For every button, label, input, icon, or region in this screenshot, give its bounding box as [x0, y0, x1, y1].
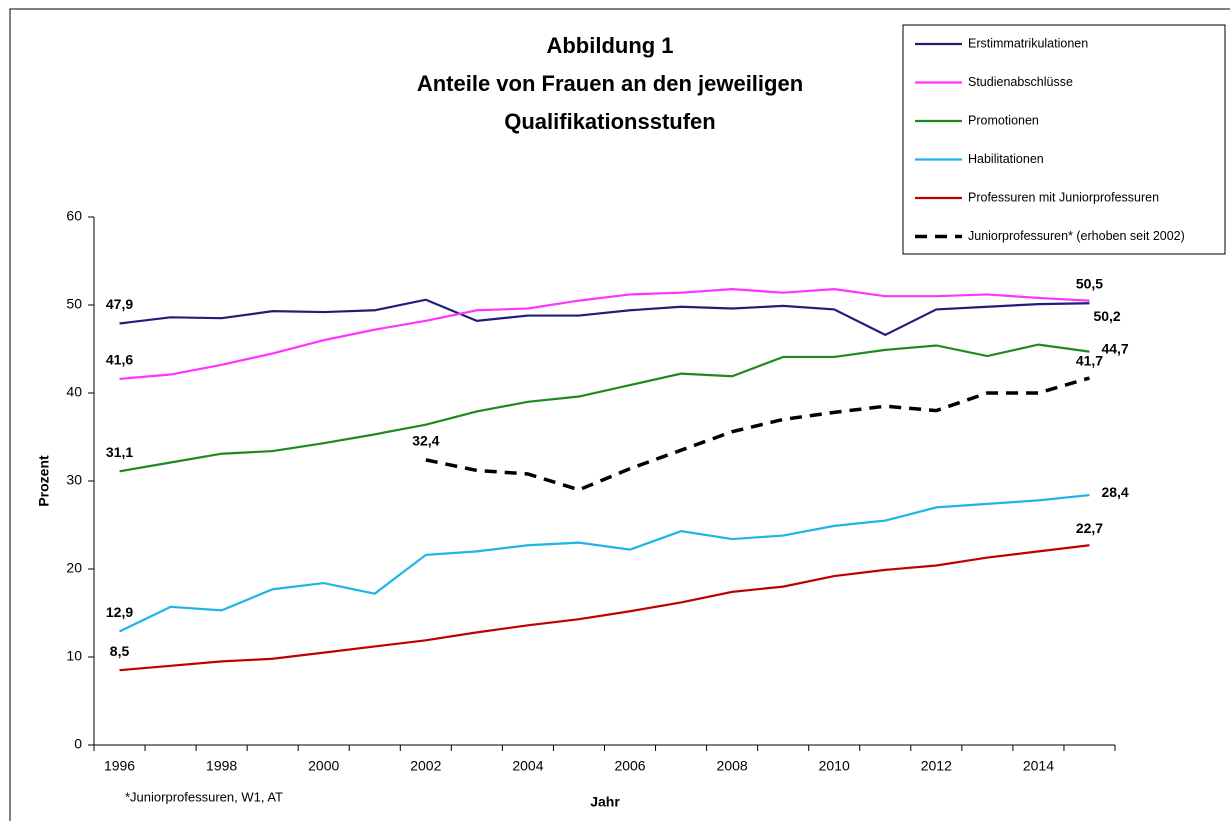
legend-label: Studienabschlüsse: [968, 75, 1073, 89]
x-tick-label: 2008: [717, 758, 748, 774]
x-tick-label: 2002: [410, 758, 441, 774]
footnote: *Juniorprofessuren, W1, AT: [125, 789, 283, 804]
y-tick-label: 10: [66, 648, 82, 664]
y-tick-label: 30: [66, 472, 82, 488]
y-tick-label: 50: [66, 296, 82, 312]
x-axis-title: Jahr: [590, 794, 620, 810]
legend-label: Habilitationen: [968, 152, 1044, 166]
series-line: [119, 298, 1090, 337]
y-axis-title: Prozent: [36, 455, 52, 507]
legend-label: Professuren mit Juniorprofessuren: [968, 190, 1159, 204]
data-label: 32,4: [412, 433, 439, 449]
series-line: [119, 343, 1090, 473]
x-tick-label: 2010: [819, 758, 850, 774]
data-label: 12,9: [106, 604, 133, 620]
x-tick-label: 2006: [614, 758, 645, 774]
x-tick-label: 1998: [206, 758, 237, 774]
y-tick-label: 40: [66, 384, 82, 400]
chart-title: Anteile von Frauen an den jeweiligen: [417, 71, 803, 96]
x-tick-label: 2014: [1023, 758, 1054, 774]
series-line: [425, 376, 1090, 492]
chart-title: Abbildung 1: [546, 33, 673, 58]
data-label: 28,4: [1101, 484, 1128, 500]
chart-border: [9, 8, 1230, 821]
data-label: 44,7: [1101, 340, 1128, 356]
y-tick-label: 20: [66, 560, 82, 576]
y-tick-label: 0: [74, 736, 82, 752]
chart-title: Qualifikationsstufen: [504, 109, 715, 134]
legend-label: Erstimmatrikulationen: [968, 36, 1088, 50]
series-line: [119, 288, 1090, 381]
y-tick-label: 60: [66, 208, 82, 224]
data-label: 50,2: [1093, 308, 1120, 324]
legend-box: [902, 24, 1226, 255]
x-tick-label: 2000: [308, 758, 339, 774]
x-tick-label: 2004: [512, 758, 543, 774]
data-label: 41,6: [106, 352, 133, 368]
data-label: 47,9: [106, 296, 133, 312]
series-line: [119, 493, 1090, 633]
series-line: [119, 544, 1090, 672]
data-label: 22,7: [1076, 520, 1103, 536]
data-label: 50,5: [1076, 275, 1103, 291]
x-tick-label: 1996: [104, 758, 135, 774]
data-label: 8,5: [110, 643, 130, 659]
legend-label: Juniorprofessuren* (erhoben seit 2002): [968, 229, 1185, 243]
data-label: 41,7: [1076, 353, 1103, 369]
x-tick-label: 2012: [921, 758, 952, 774]
data-label: 31,1: [106, 444, 133, 460]
legend-label: Promotionen: [968, 113, 1039, 127]
